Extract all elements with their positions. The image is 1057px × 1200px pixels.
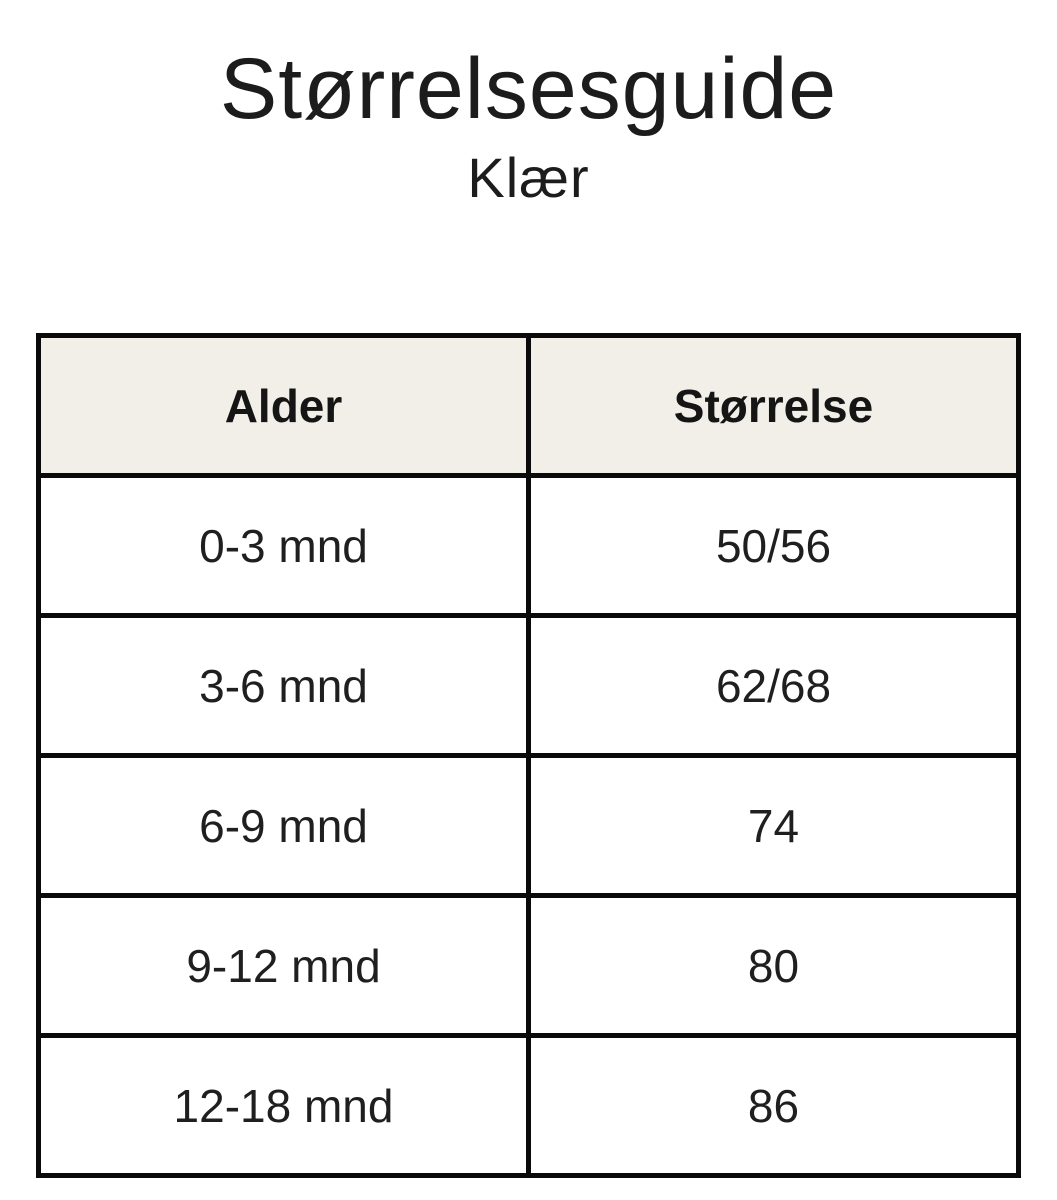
age-cell: 9-12 mnd (36, 893, 531, 1038)
table-row: 6-9 mnd 74 (36, 753, 1021, 898)
size-table: Alder Størrelse 0-3 mnd 50/56 3-6 mnd 62… (36, 333, 1021, 1178)
size-cell: 80 (526, 893, 1021, 1038)
table-row: 9-12 mnd 80 (36, 893, 1021, 1038)
header-row: Alder Størrelse (36, 333, 1021, 478)
size-table-header: Alder Størrelse (36, 333, 1021, 478)
title-block: Størrelsesguide Klær (0, 0, 1057, 208)
age-cell: 3-6 mnd (36, 613, 531, 758)
size-table-body: 0-3 mnd 50/56 3-6 mnd 62/68 6-9 mnd 74 9… (36, 473, 1021, 1178)
size-cell: 62/68 (526, 613, 1021, 758)
table-row: 3-6 mnd 62/68 (36, 613, 1021, 758)
age-cell: 6-9 mnd (36, 753, 531, 898)
size-cell: 74 (526, 753, 1021, 898)
table-row: 0-3 mnd 50/56 (36, 473, 1021, 618)
page-title: Størrelsesguide (219, 41, 838, 137)
column-header-alder: Alder (36, 333, 531, 478)
size-cell: 86 (526, 1033, 1021, 1178)
age-cell: 0-3 mnd (36, 473, 531, 618)
column-header-storrelse: Størrelse (526, 333, 1021, 478)
age-cell: 12-18 mnd (36, 1033, 531, 1178)
table-row: 12-18 mnd 86 (36, 1033, 1021, 1178)
size-cell: 50/56 (526, 473, 1021, 618)
page-subtitle: Klær (467, 145, 590, 209)
